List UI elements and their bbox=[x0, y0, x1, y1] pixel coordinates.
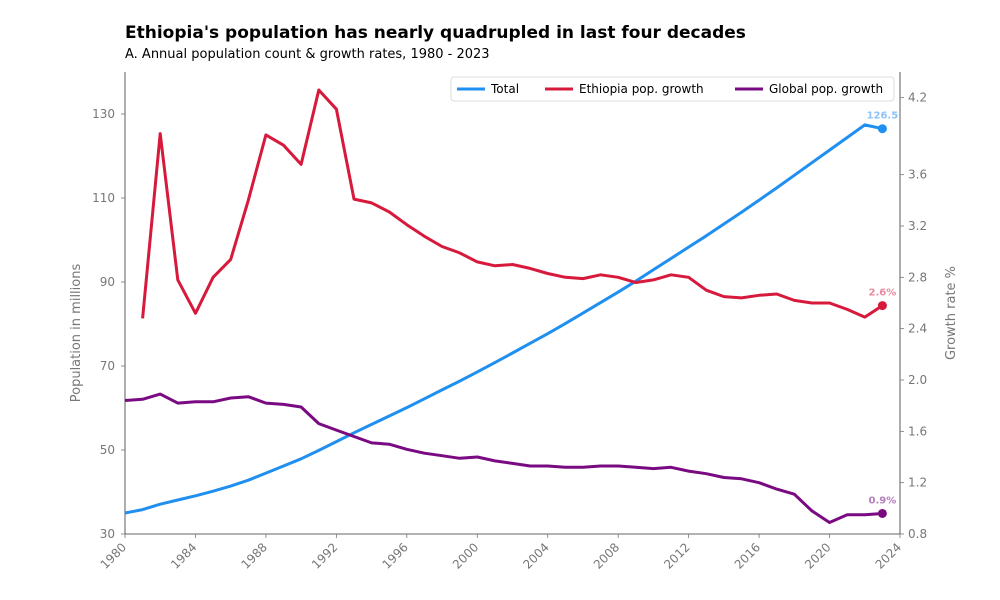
chart-title: Ethiopia's population has nearly quadrup… bbox=[125, 23, 746, 43]
x-tick-label: 2020 bbox=[802, 540, 833, 571]
y2-axis-title: Growth rate % bbox=[944, 266, 959, 360]
legend-box bbox=[450, 76, 895, 102]
y-axis-title: Population in millions bbox=[69, 264, 84, 403]
series-end-label-2: 0.9% bbox=[869, 495, 897, 506]
series-end-label-0: 126.5 bbox=[867, 111, 899, 122]
x-tick-label: 2024 bbox=[873, 540, 904, 571]
legend-label-1: Ethiopia pop. growth bbox=[579, 82, 704, 96]
x-tick-label: 1980 bbox=[98, 540, 129, 571]
series-end-label-1: 2.6% bbox=[869, 288, 897, 299]
x-tick-label: 2016 bbox=[732, 540, 763, 571]
y2-tick-label: 0.8 bbox=[908, 527, 927, 541]
y2-tick-label: 3.6 bbox=[908, 168, 927, 182]
x-tick-label: 1984 bbox=[168, 540, 199, 571]
y-tick-label: 130 bbox=[92, 107, 115, 121]
y2-tick-label: 3.2 bbox=[908, 219, 927, 233]
series-line-2 bbox=[124, 392, 883, 524]
legend-label-2: Global pop. growth bbox=[769, 82, 883, 96]
y-tick-label: 70 bbox=[100, 359, 115, 373]
y2-tick-label: 2.0 bbox=[908, 373, 927, 387]
series-end-point-1 bbox=[877, 301, 887, 311]
x-tick-label: 2004 bbox=[520, 540, 551, 571]
y2-tick-label: 1.6 bbox=[908, 424, 927, 438]
chart-subtitle: A. Annual population count & growth rate… bbox=[125, 47, 490, 62]
y-tick-label: 50 bbox=[100, 443, 115, 457]
y2-tick-label: 2.4 bbox=[908, 322, 927, 336]
y-tick-label: 90 bbox=[100, 275, 115, 289]
x-tick-label: 2012 bbox=[661, 540, 692, 571]
series-end-point-2 bbox=[877, 508, 887, 518]
legend: Total Ethiopia pop. growth Global pop. gro… bbox=[450, 76, 895, 102]
x-tick-label: 2008 bbox=[591, 540, 622, 571]
series-line-1 bbox=[141, 88, 884, 319]
series-lines bbox=[124, 88, 887, 524]
y2-tick-label: 1.2 bbox=[908, 476, 927, 490]
y-tick-label: 110 bbox=[92, 191, 115, 205]
x-tick-label: 1992 bbox=[309, 540, 340, 571]
y2-tick-label: 2.8 bbox=[908, 270, 927, 284]
end-labels: 126.5 2.6% 0.9% bbox=[867, 111, 899, 507]
x-tick-label: 2000 bbox=[450, 540, 481, 571]
axes: 1980 1984 1988 1992 1996 2000 2004 2008 2012 2016… bbox=[69, 72, 959, 572]
y2-tick-label: 4.2 bbox=[908, 91, 927, 105]
legend-label-0: Total bbox=[490, 82, 519, 96]
series-line-0 bbox=[124, 123, 883, 515]
x-tick-label: 1988 bbox=[239, 540, 270, 571]
x-tick-label: 1996 bbox=[379, 540, 410, 571]
y-tick-label: 30 bbox=[100, 527, 115, 541]
series-end-point-0 bbox=[877, 124, 887, 134]
